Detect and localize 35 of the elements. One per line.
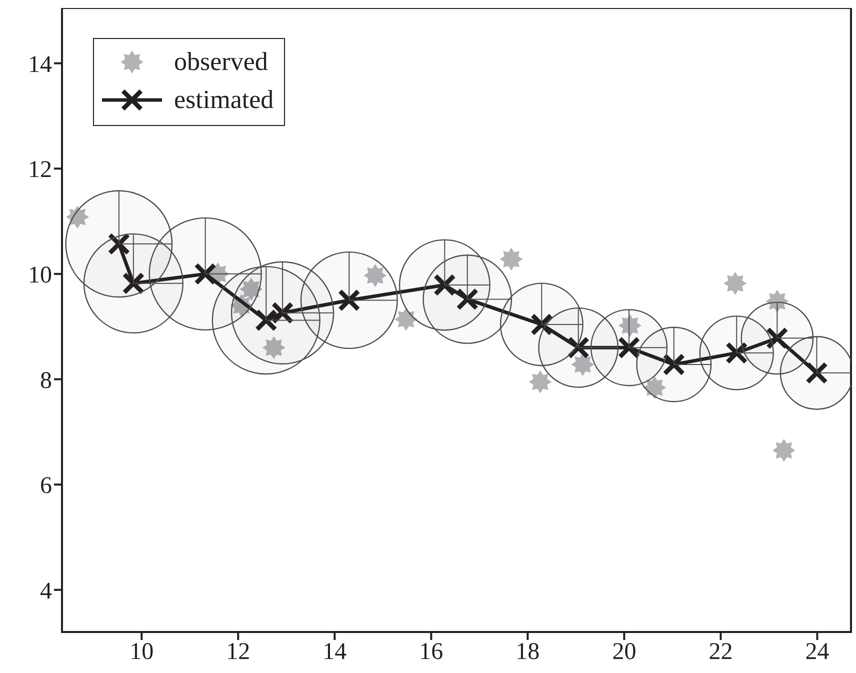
legend-label: observed: [174, 47, 268, 77]
y-tick-label: 12: [28, 157, 52, 184]
point: [338, 289, 360, 312]
x-tick-label: 12: [226, 639, 250, 666]
y-tick-label: 4: [40, 578, 52, 604]
y-tick-label: 6: [40, 473, 52, 500]
point: [618, 314, 642, 338]
point: [254, 309, 278, 332]
point: [528, 370, 552, 394]
point: [643, 376, 666, 400]
point: [122, 272, 145, 295]
point: [66, 206, 89, 229]
point: [500, 248, 523, 271]
x-tick-label: 22: [708, 639, 733, 666]
point: [108, 232, 130, 256]
x-tick-label: 18: [516, 639, 540, 666]
legend-label: estimated: [174, 85, 274, 115]
x-tick-label: 14: [322, 639, 347, 666]
x-tick-label: 24: [805, 639, 830, 666]
y-tick-label: 10: [28, 262, 52, 288]
point: [262, 336, 286, 360]
point: [724, 272, 747, 295]
point: [394, 308, 418, 331]
point: [194, 262, 217, 286]
point: [571, 352, 594, 376]
y-tick-label: 8: [40, 368, 52, 394]
x-tick-label: 20: [612, 639, 636, 666]
x-tick-label: 16: [419, 639, 444, 666]
point: [766, 290, 789, 313]
point: [271, 302, 294, 324]
point: [240, 278, 263, 301]
point: [772, 438, 796, 462]
x-tick-label: 10: [130, 639, 154, 666]
point: [364, 264, 387, 288]
y-tick-label: 14: [28, 52, 52, 78]
